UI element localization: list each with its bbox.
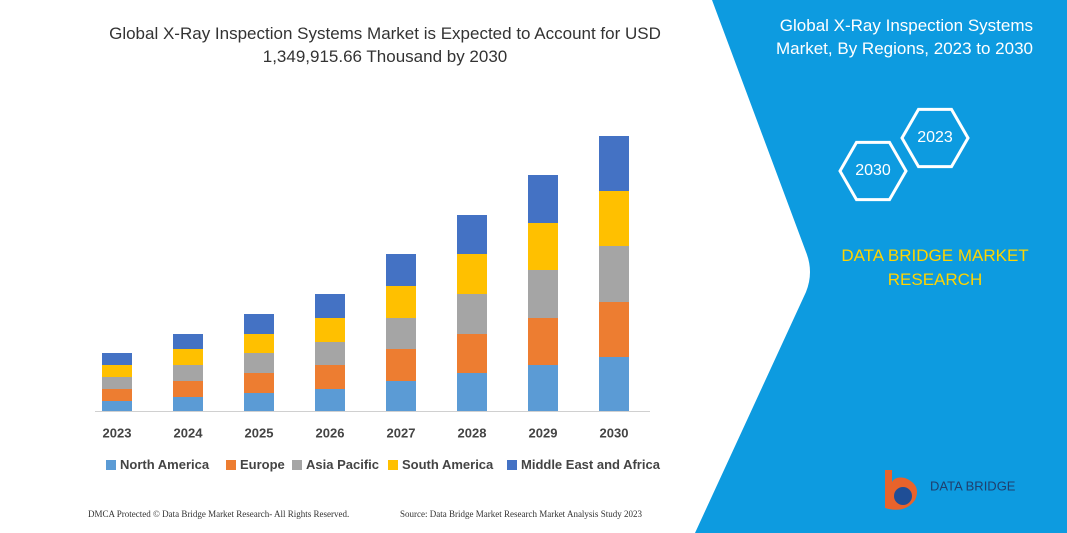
bar-segment [173,381,203,397]
bar-segment [386,286,416,318]
bar-segment [173,334,203,349]
bar-segment [102,377,132,389]
x-tick-label: 2028 [458,425,487,440]
legend-label: Asia Pacific [306,457,379,472]
bar-segment [599,357,629,411]
hexagon [900,107,970,169]
bar-segment [315,318,345,342]
bar-segment [457,373,487,411]
bar-segment [386,349,416,381]
x-tick-label: 2030 [600,425,629,440]
bar-segment [599,246,629,302]
side-panel [695,0,1067,533]
chart-title: Global X-Ray Inspection Systems Market i… [109,24,661,66]
bar-segment [102,365,132,377]
bar-segment [599,302,629,357]
bar-segment [173,397,203,411]
legend-swatch [388,460,398,470]
bar-segment [457,334,487,373]
bar-segment [457,294,487,334]
bar-segment [102,401,132,411]
bar-segment [599,136,629,191]
x-tick-label: 2027 [387,425,416,440]
bar-segment [102,353,132,365]
x-tick-label: 2023 [103,425,132,440]
hexagon-label: 2023 [917,129,953,146]
bar-segment [386,381,416,411]
footer-text: Source: Data Bridge Market Research Mark… [400,509,642,519]
x-tick-label: 2024 [174,425,204,440]
hexagon-label: 2030 [855,162,891,179]
legend-label: Europe [240,457,285,472]
bar-segment [244,373,274,393]
x-tick-label: 2025 [245,425,274,440]
bar-segment [386,318,416,349]
panel-title: Global X-Ray Inspection Systems Market, … [775,16,1033,58]
bar-segment [244,393,274,411]
legend-swatch [507,460,517,470]
bar-segment [244,314,274,334]
legend-label: South America [402,457,494,472]
legend-label: Middle East and Africa [521,457,661,472]
legend-swatch [292,460,302,470]
bar-segment [528,318,558,365]
hexagon [838,140,908,202]
bar-segment [528,175,558,223]
legend-swatch [106,460,116,470]
bar-segment [173,365,203,381]
bar-segment [102,389,132,401]
x-tick-label: 2029 [529,425,558,440]
brand-text: DATA BRIDGE MARKET RESEARCH [841,246,1029,289]
logo-text: DATA BRIDGE [930,478,1016,493]
legend-swatch [226,460,236,470]
bar-segment [386,254,416,286]
bar-segment [528,223,558,270]
bar-segment [173,349,203,365]
footer-text: DMCA Protected © Data Bridge Market Rese… [88,509,349,519]
bar-segment [457,215,487,254]
bar-segment [315,365,345,389]
bar-segment [315,342,345,365]
bar-segment [315,389,345,411]
bar-segment [528,365,558,411]
bar-segment [244,334,274,353]
legend-label: North America [120,457,210,472]
logo-mark [894,487,912,505]
bar-segment [244,353,274,373]
bar-segment [528,270,558,318]
bar-segment [599,191,629,246]
x-tick-label: 2026 [316,425,345,440]
bar-segment [315,294,345,318]
bar-segment [457,254,487,294]
